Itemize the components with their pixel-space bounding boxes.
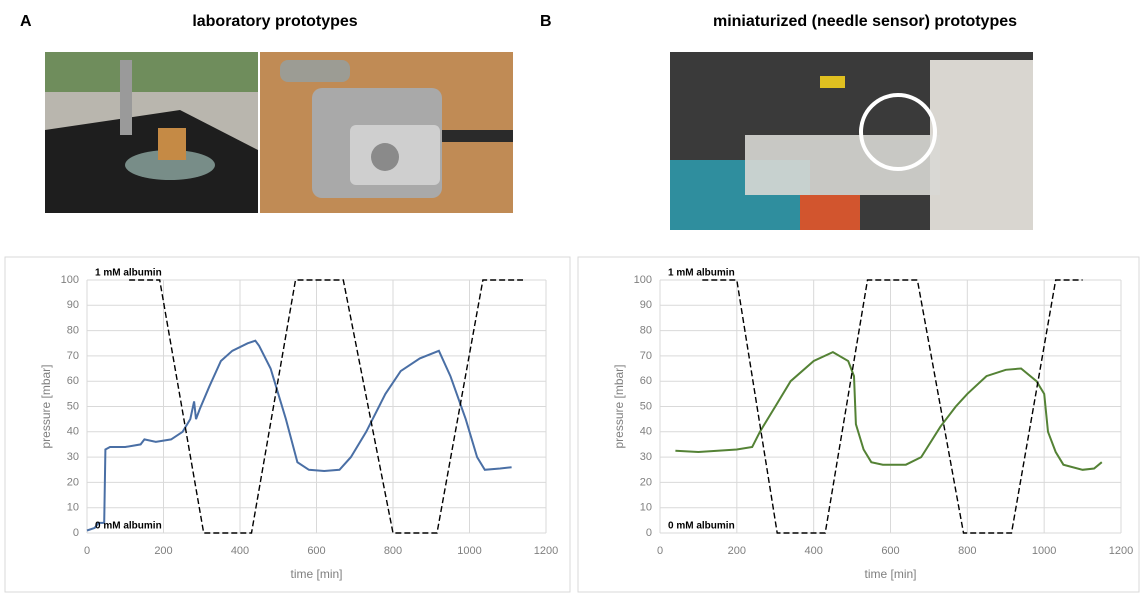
y-tick-label: 90	[640, 299, 652, 311]
y-tick-label: 80	[67, 325, 79, 337]
y-tick-label: 30	[67, 451, 79, 463]
chart-frame	[4, 256, 571, 593]
y-tick-label: 80	[640, 325, 652, 337]
y-tick-label: 20	[640, 476, 652, 488]
x-tick-label: 800	[958, 545, 976, 557]
x-tick-label: 1200	[534, 545, 558, 557]
x-tick-label: 1200	[1109, 545, 1133, 557]
y-tick-label: 10	[640, 502, 652, 514]
y-tick-label: 70	[67, 350, 79, 362]
annotation: 0 mM albumin	[95, 521, 162, 532]
data-line	[86, 339, 512, 532]
y-tick-label: 40	[640, 426, 652, 438]
photo	[260, 52, 513, 213]
y-tick-label: 100	[634, 274, 652, 286]
y-tick-label: 60	[67, 375, 79, 387]
y-tick-label: 0	[73, 527, 79, 539]
x-tick-label: 1000	[457, 545, 481, 557]
concentration-line	[129, 279, 523, 534]
x-tick-label: 400	[804, 545, 822, 557]
y-axis-label: pressure [mbar]	[39, 364, 53, 448]
x-tick-label: 400	[231, 545, 249, 557]
panel-label: B	[540, 13, 552, 30]
annotation: 0 mM albumin	[668, 521, 735, 532]
y-tick-label: 90	[67, 299, 79, 311]
y-tick-label: 100	[61, 274, 79, 286]
y-axis-label: pressure [mbar]	[612, 364, 626, 448]
y-tick-label: 20	[67, 476, 79, 488]
annotation: 1 mM albumin	[668, 268, 735, 279]
annotation: 1 mM albumin	[95, 268, 162, 279]
panel-title: miniaturized (needle sensor) prototypes	[713, 13, 1017, 30]
panel-title: laboratory prototypes	[192, 13, 357, 30]
x-axis-label: time [min]	[290, 567, 342, 581]
photo	[45, 52, 258, 213]
x-axis-label: time [min]	[864, 567, 916, 581]
y-tick-label: 0	[646, 527, 652, 539]
y-tick-label: 70	[640, 350, 652, 362]
y-tick-label: 30	[640, 451, 652, 463]
panel-label: A	[20, 13, 32, 30]
x-tick-label: 200	[728, 545, 746, 557]
data-line	[675, 350, 1103, 471]
x-tick-label: 1000	[1032, 545, 1056, 557]
x-tick-label: 0	[84, 545, 90, 557]
x-tick-label: 600	[307, 545, 325, 557]
y-tick-label: 10	[67, 502, 79, 514]
x-tick-label: 200	[154, 545, 172, 557]
x-tick-label: 600	[881, 545, 899, 557]
concentration-line	[702, 279, 1083, 534]
y-tick-label: 60	[640, 375, 652, 387]
chart-frame	[577, 256, 1140, 593]
y-tick-label: 50	[640, 400, 652, 412]
photo	[670, 52, 1033, 230]
y-tick-label: 50	[67, 400, 79, 412]
x-tick-label: 0	[657, 545, 663, 557]
x-tick-label: 800	[384, 545, 402, 557]
y-tick-label: 40	[67, 426, 79, 438]
